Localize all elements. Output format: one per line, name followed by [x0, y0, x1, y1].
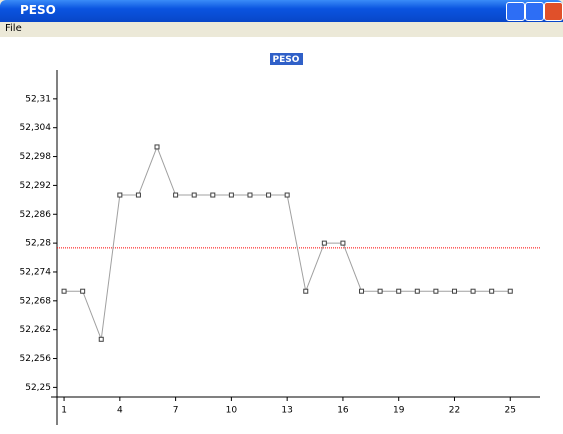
y-tick-label: 52,28 — [25, 239, 51, 249]
data-point — [414, 288, 420, 294]
y-tick-label: 52,298 — [20, 152, 52, 162]
x-tick-label: 25 — [505, 406, 516, 416]
data-point — [98, 336, 104, 342]
chart-title: PESO — [273, 55, 300, 65]
y-tick-label: 52,256 — [20, 354, 52, 364]
y-tick-label: 52,262 — [20, 325, 52, 335]
data-point — [359, 288, 365, 294]
y-tick-label: 52,304 — [20, 123, 52, 133]
title-bar: PESO — [0, 0, 563, 22]
data-point — [61, 288, 67, 294]
data-point — [284, 192, 290, 198]
data-point — [173, 192, 179, 198]
close-button[interactable] — [544, 2, 563, 21]
x-tick-label: 16 — [337, 406, 349, 416]
x-tick-label: 10 — [226, 406, 238, 416]
data-point — [433, 288, 439, 294]
x-tick-label: 13 — [281, 406, 292, 416]
data-point — [154, 144, 160, 150]
menu-bar: File — [0, 22, 563, 37]
data-point — [321, 240, 327, 246]
data-point — [340, 240, 346, 246]
data-point — [396, 288, 402, 294]
title-highlight — [270, 53, 303, 65]
minimize-button[interactable] — [506, 2, 525, 21]
data-point — [451, 288, 457, 294]
chart: PESO 52,25 52,256 52,262 52,268 52,274 52,28 5… — [0, 37, 563, 434]
data-point — [377, 288, 383, 294]
maximize-button[interactable] — [525, 2, 544, 21]
y-tick-label: 52,286 — [20, 210, 52, 220]
data-point — [210, 192, 216, 198]
data-point — [80, 288, 86, 294]
x-tick-label: 7 — [173, 406, 179, 416]
data-point — [191, 192, 197, 198]
y-tick-label: 52,25 — [25, 383, 51, 393]
data-point — [117, 192, 123, 198]
data-point — [247, 192, 253, 198]
y-tick-label: 52,268 — [20, 296, 52, 306]
y-tick-label: 52,292 — [20, 181, 52, 191]
menu-item[interactable]: File — [5, 23, 22, 34]
x-tick-label: 1 — [61, 406, 67, 416]
data-point — [135, 192, 141, 198]
y-tick-label: 52,31 — [25, 94, 51, 104]
y-tick-label: 52,274 — [20, 267, 52, 277]
data-point — [470, 288, 476, 294]
data-point — [507, 288, 513, 294]
x-tick-label: 19 — [393, 406, 405, 416]
data-point — [489, 288, 495, 294]
data-point — [228, 192, 234, 198]
x-tick-label: 22 — [449, 406, 460, 416]
x-tick-label: 4 — [117, 406, 123, 416]
data-point — [303, 288, 309, 294]
data-point — [266, 192, 272, 198]
window-title: PESO — [20, 3, 56, 17]
chart-background — [0, 37, 563, 434]
